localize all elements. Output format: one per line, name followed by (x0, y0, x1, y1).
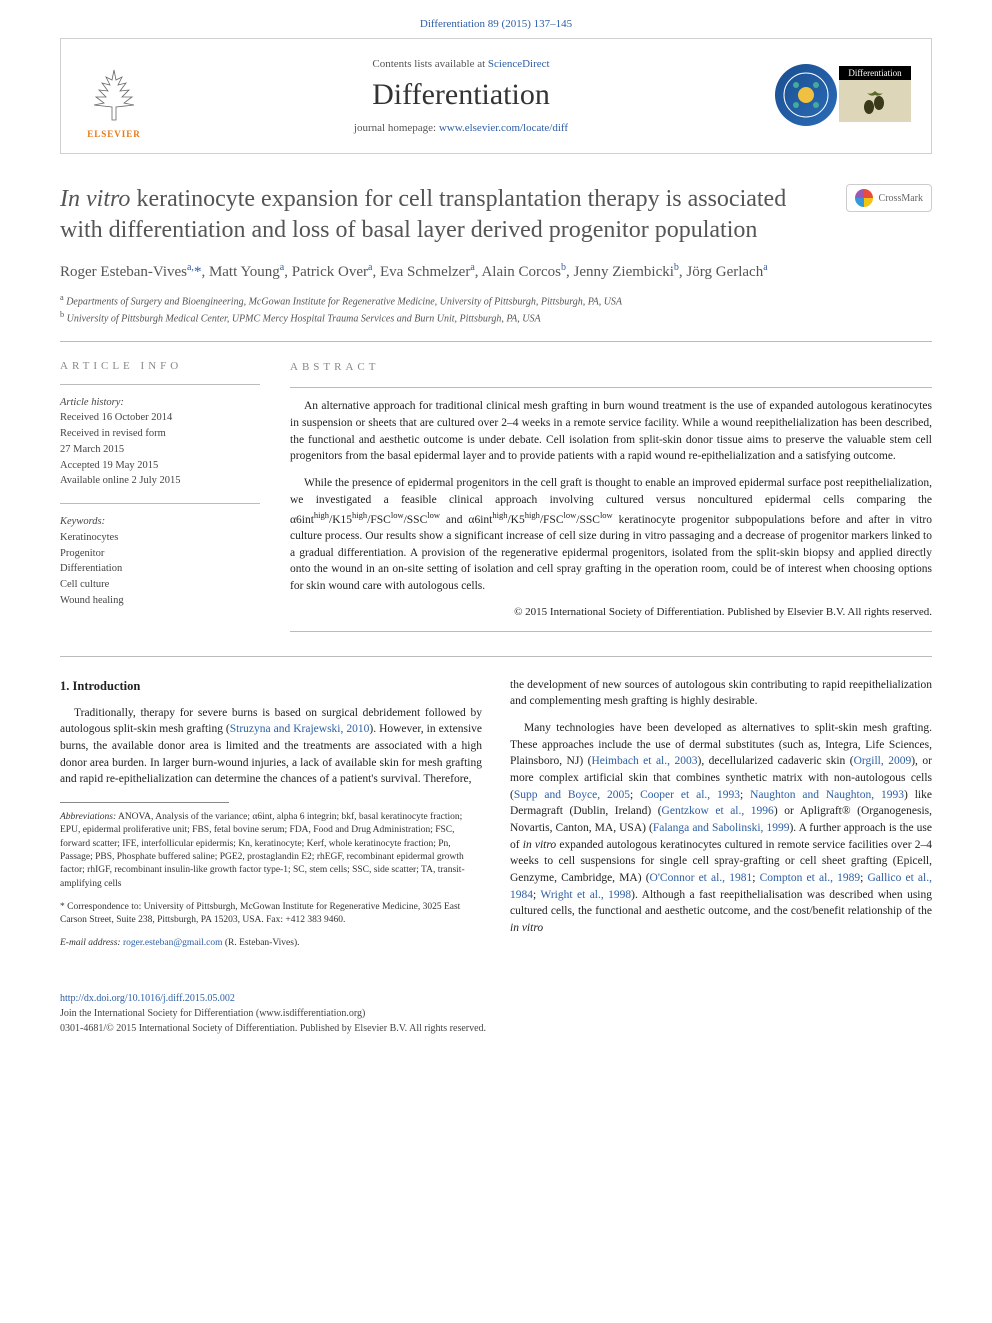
keyword: Differentiation (60, 561, 260, 577)
citation-link[interactable]: Supp and Boyce, 2005 (514, 789, 630, 801)
citation-link[interactable]: Naughton and Naughton, 1993 (750, 789, 904, 801)
keyword: Cell culture (60, 577, 260, 593)
crossmark-label: CrossMark (879, 193, 923, 204)
author[interactable]: , Jörg Gerlach (679, 264, 763, 280)
citation-link[interactable]: Gentzkow et al., 1996 (662, 805, 774, 817)
body-paragraph: the development of new sources of autolo… (510, 677, 932, 710)
crossmark-button[interactable]: CrossMark (846, 184, 932, 212)
journal-title: Differentiation (167, 78, 755, 112)
citation-link[interactable]: Falanga and Sabolinski, 1999 (653, 822, 790, 834)
author[interactable]: , Matt Young (201, 264, 279, 280)
correspondence-footnote: * Correspondence to: University of Pitts… (60, 901, 482, 928)
journal-cover-art: Differentiation (839, 64, 911, 124)
divider (60, 656, 932, 657)
affiliation: University of Pittsburgh Medical Center,… (67, 314, 541, 325)
diff-box-label: Differentiation (839, 66, 911, 80)
email-link[interactable]: roger.esteban@gmail.com (123, 938, 223, 948)
abstract-copyright: © 2015 International Society of Differen… (290, 605, 932, 621)
masthead-center: Contents lists available at ScienceDirec… (167, 58, 755, 134)
divider (60, 341, 932, 342)
author[interactable]: Roger Esteban-Vives (60, 264, 187, 280)
doi-link[interactable]: http://dx.doi.org/10.1016/j.diff.2015.05… (60, 993, 235, 1004)
keyword: Progenitor (60, 546, 260, 562)
isd-badge-icon (775, 64, 837, 126)
author[interactable]: , Jenny Ziembicki (566, 264, 674, 280)
citation-link[interactable]: Compton et al., 1989 (760, 872, 861, 884)
author[interactable]: , Patrick Over (284, 264, 368, 280)
citation-link[interactable]: Wright et al., 1998 (540, 889, 631, 901)
article-info-column: ARTICLE INFO Article history: Received 1… (60, 360, 260, 632)
keyword: Keratinocytes (60, 530, 260, 546)
citation-link[interactable]: Orgill, 2009 (854, 755, 912, 767)
keyword: Wound healing (60, 593, 260, 609)
right-column: the development of new sources of autolo… (510, 677, 932, 961)
citation-link[interactable]: Cooper et al., 1993 (640, 789, 740, 801)
elsevier-tree-icon (84, 65, 144, 125)
left-column: 1. Introduction Traditionally, therapy f… (60, 677, 482, 961)
article-history: Article history: Received 16 October 201… (60, 395, 260, 490)
footer-society: Join the International Society for Diffe… (60, 1006, 932, 1021)
author[interactable]: , Eva Schmelzer (372, 264, 470, 280)
citation-link[interactable]: O'Connor et al., 1981 (650, 872, 753, 884)
section-heading: 1. Introduction (60, 677, 482, 695)
olive-art-icon (839, 80, 911, 122)
body-columns: 1. Introduction Traditionally, therapy f… (60, 677, 932, 961)
journal-cover-logo[interactable]: Differentiation (773, 51, 913, 141)
crossmark-icon (855, 189, 873, 207)
header-citation-text[interactable]: Differentiation 89 (2015) 137–145 (420, 18, 572, 30)
journal-homepage-line: journal homepage: www.elsevier.com/locat… (167, 122, 755, 134)
elsevier-name: ELSEVIER (87, 129, 141, 139)
elsevier-logo[interactable]: ELSEVIER (79, 54, 149, 139)
citation-link[interactable]: Heimbach et al., 2003 (591, 755, 697, 767)
email-footnote: E-mail address: roger.esteban@gmail.com … (60, 937, 482, 950)
header-citation: Differentiation 89 (2015) 137–145 (0, 0, 992, 38)
affiliation: Departments of Surgery and Bioengineerin… (66, 296, 622, 307)
abbreviations-footnote: Abbreviations: ANOVA, Analysis of the va… (60, 811, 482, 891)
abstract-paragraph: While the presence of epidermal progenit… (290, 475, 932, 595)
page-footer: http://dx.doi.org/10.1016/j.diff.2015.05… (60, 991, 932, 1036)
footnote-divider (60, 802, 229, 803)
footer-issn: 0301-4681/© 2015 International Society o… (60, 1021, 932, 1036)
sciencedirect-line: Contents lists available at ScienceDirec… (167, 58, 755, 70)
journal-homepage-link[interactable]: www.elsevier.com/locate/diff (439, 122, 568, 134)
abstract-paragraph: An alternative approach for traditional … (290, 398, 932, 465)
article-title: In vitro keratinocyte expansion for cell… (60, 184, 826, 246)
keywords-block: Keywords: Keratinocytes Progenitor Diffe… (60, 514, 260, 609)
abstract-heading: ABSTRACT (290, 360, 932, 376)
body-paragraph: Traditionally, therapy for severe burns … (60, 705, 482, 788)
sciencedirect-link[interactable]: ScienceDirect (488, 58, 550, 70)
article-header: In vitro keratinocyte expansion for cell… (60, 184, 932, 246)
masthead: ELSEVIER Contents lists available at Sci… (60, 38, 932, 154)
affiliations: a Departments of Surgery and Bioengineer… (60, 292, 932, 327)
citation-link[interactable]: Struzyna and Krajewski, 2010 (230, 723, 370, 735)
body-paragraph: Many technologies have been developed as… (510, 720, 932, 937)
meta-abstract-row: ARTICLE INFO Article history: Received 1… (60, 360, 932, 632)
article-info-heading: ARTICLE INFO (60, 360, 260, 372)
footnotes: Abbreviations: ANOVA, Analysis of the va… (60, 811, 482, 951)
author[interactable]: , Alain Corcos (475, 264, 561, 280)
authors-list: Roger Esteban-Vivesa,*, Matt Younga, Pat… (60, 260, 932, 284)
abstract-column: ABSTRACT An alternative approach for tra… (290, 360, 932, 632)
